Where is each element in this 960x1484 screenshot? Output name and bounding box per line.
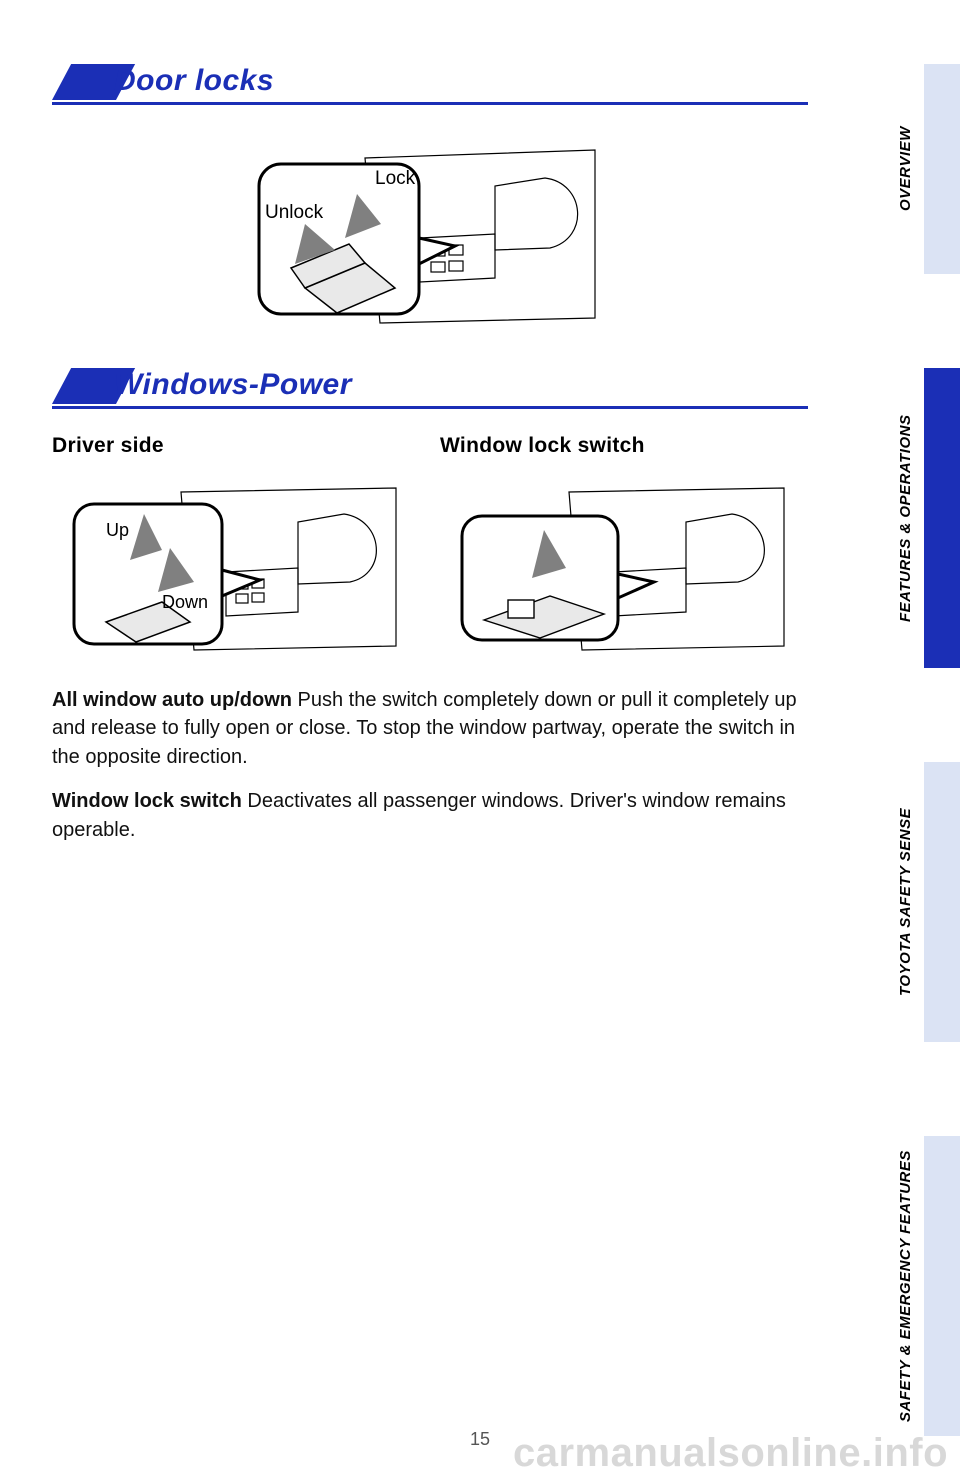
paragraph: Window lock switch Deactivates all passe… — [52, 787, 808, 844]
driver-side-illustration: Up Down — [66, 474, 406, 654]
tab-safety[interactable]: SAFETY & EMERGENCY FEATURES — [897, 1136, 914, 1436]
unlock-label: Unlock — [265, 202, 324, 223]
subhead-driver-side: Driver side — [52, 434, 420, 458]
body-text: All window auto up/down Push the switch … — [52, 686, 808, 844]
lock-label: Lock — [375, 168, 416, 189]
side-tab-strip: OVERVIEW FEATURES & OPERATIONS TOYOTA SA… — [848, 0, 960, 1484]
section-header-windows-power: Windows-Power — [52, 368, 808, 414]
up-label: Up — [106, 520, 129, 540]
illustration-placeholder: Lock Unlock — [245, 128, 615, 328]
down-label: Down — [162, 592, 208, 612]
door-locks-illustration: Lock Unlock — [52, 128, 808, 328]
paragraph: All window auto up/down Push the switch … — [52, 686, 808, 771]
tab-tss-bar[interactable] — [924, 762, 960, 1042]
windows-power-columns: Driver side — [52, 434, 808, 654]
section-header-door-locks: Door locks — [52, 64, 808, 110]
tab-overview[interactable]: OVERVIEW — [897, 64, 914, 274]
section-rule — [52, 102, 808, 105]
manual-page: Door locks — [0, 0, 960, 1484]
tab-features-bar[interactable] — [924, 368, 960, 668]
tab-features[interactable]: FEATURES & OPERATIONS — [897, 368, 914, 668]
section-rule — [52, 406, 808, 409]
window-lock-illustration — [454, 474, 794, 654]
tab-tss[interactable]: TOYOTA SAFETY SENSE — [897, 762, 914, 1042]
section-title: Windows-Power — [114, 368, 352, 402]
watermark: carmanualsonline.info — [513, 1431, 948, 1476]
content-area: Door locks — [52, 64, 808, 860]
para-bold: Window lock switch — [52, 790, 242, 812]
tab-safety-bar[interactable] — [924, 1136, 960, 1436]
driver-side-col: Driver side — [52, 434, 420, 654]
para-bold: All window auto up/down — [52, 689, 292, 711]
section-title: Door locks — [114, 64, 274, 98]
subhead-window-lock: Window lock switch — [440, 434, 808, 458]
tab-overview-bar[interactable] — [924, 64, 960, 274]
window-lock-col: Window lock switch — [440, 434, 808, 654]
